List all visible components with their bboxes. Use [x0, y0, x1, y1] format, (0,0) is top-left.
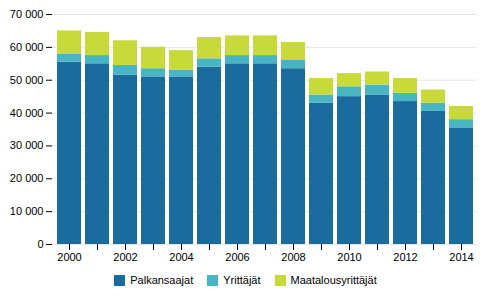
svg-text:2010: 2010	[337, 251, 361, 263]
svg-text:30 000: 30 000	[10, 139, 44, 151]
svg-text:2012: 2012	[393, 251, 417, 263]
svg-text:2008: 2008	[281, 251, 305, 263]
html-text:Palkansaajat: Palkansaajat	[130, 274, 194, 286]
svg-text:20 000: 20 000	[10, 172, 44, 184]
svg-text:2004: 2004	[169, 251, 193, 263]
svg-text:40 000: 40 000	[10, 107, 44, 119]
svg-text:50 000: 50 000	[10, 74, 44, 86]
svg-text:70 000: 70 000	[10, 8, 44, 20]
svg-text:2014: 2014	[449, 251, 473, 263]
svg-text:0: 0	[37, 238, 43, 250]
svg-text:10 000: 10 000	[10, 205, 44, 217]
svg-text:2006: 2006	[225, 251, 249, 263]
svg-text:2002: 2002	[113, 251, 137, 263]
svg-text:60 000: 60 000	[10, 41, 44, 53]
html-text:Maatalousyrittäjät: Maatalousyrittäjät	[290, 274, 377, 286]
svg-text:2000: 2000	[57, 251, 81, 263]
html-text:Yrittäjät: Yrittäjät	[223, 274, 261, 286]
